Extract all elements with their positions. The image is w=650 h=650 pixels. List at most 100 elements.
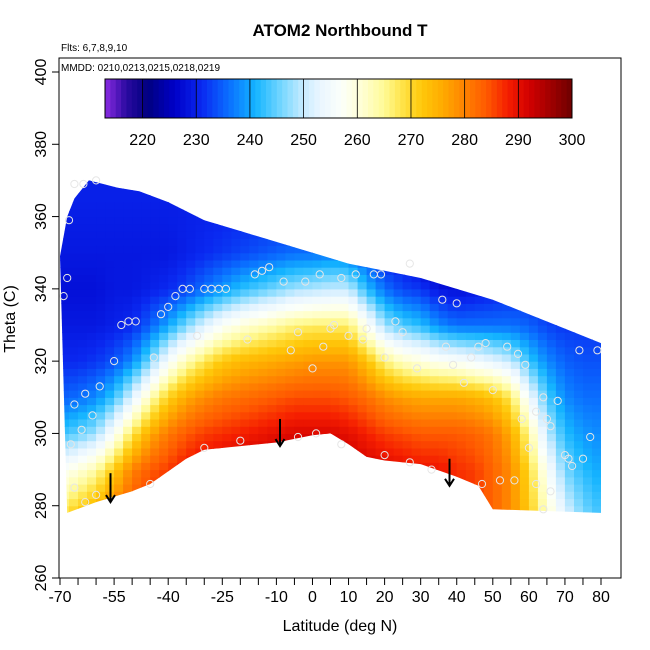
heatmap-cell <box>474 498 485 507</box>
heatmap-cell <box>267 353 277 362</box>
heatmap-cell <box>105 397 115 406</box>
heatmap-cell <box>132 433 142 442</box>
heatmap-cell <box>411 325 422 333</box>
heatmap-cell <box>69 296 79 304</box>
heatmap-cell <box>465 440 476 449</box>
heatmap-cell <box>420 353 431 362</box>
heatmap-cell <box>348 288 359 297</box>
heatmap-cell <box>204 390 214 398</box>
heatmap-cell <box>411 426 422 434</box>
heatmap-cell <box>375 259 386 268</box>
heatmap-cell <box>204 310 214 319</box>
heatmap-cell <box>240 180 250 181</box>
heatmap-cell <box>96 498 106 507</box>
heatmap-cell <box>231 325 241 333</box>
heatmap-cell <box>87 361 97 369</box>
heatmap-cell <box>132 390 142 398</box>
heatmap-cell <box>285 433 295 442</box>
heatmap-cell <box>159 180 169 181</box>
heatmap-cell <box>213 455 223 463</box>
heatmap-cell <box>177 368 187 377</box>
heatmap-cell <box>177 303 187 312</box>
heatmap-cell <box>195 187 205 196</box>
colorbar-swatch <box>110 79 117 118</box>
heatmap-cell <box>96 216 106 225</box>
heatmap-cell <box>222 390 232 398</box>
heatmap-cell <box>519 325 530 333</box>
heatmap-cell <box>519 433 530 442</box>
heatmap-cell <box>429 361 440 369</box>
heatmap-cell <box>303 296 313 304</box>
heatmap-cell <box>501 209 512 218</box>
heatmap-cell <box>555 462 566 471</box>
heatmap-cell <box>195 484 205 492</box>
heatmap-cell <box>366 447 377 456</box>
heatmap-cell <box>159 498 169 507</box>
heatmap-cell <box>294 180 304 181</box>
heatmap-cell <box>294 491 304 500</box>
heatmap-cell <box>159 353 169 362</box>
heatmap-cell <box>393 382 404 391</box>
heatmap-cell <box>60 382 70 391</box>
heatmap-cell <box>69 375 79 384</box>
heatmap-cell <box>213 368 223 377</box>
heatmap-cell <box>601 433 611 441</box>
heatmap-cell <box>546 404 557 413</box>
heatmap-cell <box>195 397 205 406</box>
heatmap-cell <box>168 404 178 413</box>
heatmap-cell <box>601 513 611 521</box>
heatmap-cell <box>168 317 178 326</box>
observation-point <box>265 263 274 272</box>
heatmap-cell <box>574 296 584 304</box>
heatmap-cell <box>474 317 485 326</box>
heatmap-cell <box>474 447 485 456</box>
heatmap-cell <box>222 317 232 326</box>
heatmap-cell <box>438 216 449 225</box>
heatmap-cell <box>123 484 133 492</box>
heatmap-cell <box>583 202 593 210</box>
heatmap-cell <box>123 462 133 471</box>
heatmap-cell <box>186 397 196 406</box>
heatmap-cell <box>384 317 395 326</box>
heatmap-cell <box>60 339 70 348</box>
colorbar-swatch <box>287 79 294 118</box>
heatmap-cell <box>258 187 268 196</box>
heatmap-cell <box>546 180 557 181</box>
heatmap-cell <box>267 238 277 247</box>
heatmap-cell <box>141 223 151 232</box>
heatmap-cell <box>546 346 557 355</box>
heatmap-cell <box>321 361 332 369</box>
heatmap-cell <box>375 252 386 261</box>
observation-point <box>358 335 368 344</box>
heatmap-cell <box>231 202 241 210</box>
heatmap-cell <box>402 296 413 304</box>
heatmap-cell <box>564 194 575 203</box>
heatmap-cell <box>447 303 458 312</box>
heatmap-cell <box>420 245 431 254</box>
heatmap-cell <box>519 375 530 384</box>
heatmap-cell <box>592 238 601 247</box>
heatmap-cell <box>123 440 133 449</box>
heatmap-cell <box>420 375 431 384</box>
heatmap-cell <box>465 252 476 261</box>
x-tick-label: -25 <box>211 589 234 606</box>
heatmap-cell <box>483 180 494 189</box>
heatmap-cell <box>222 252 232 261</box>
observation-point <box>171 292 180 301</box>
heatmap-cell <box>87 303 97 312</box>
heatmap-cell <box>429 491 440 500</box>
heatmap-cell <box>510 231 521 239</box>
heatmap-cell <box>186 390 196 398</box>
heatmap-cell <box>285 505 295 513</box>
heatmap-cell <box>240 426 250 434</box>
heatmap-cell <box>141 375 151 384</box>
heatmap-cell <box>393 462 404 471</box>
heatmap-cell <box>267 491 277 500</box>
heatmap-cell <box>213 353 223 362</box>
heatmap-cell <box>294 245 304 254</box>
heatmap-cell <box>348 440 359 449</box>
heatmap-cell <box>438 491 449 500</box>
heatmap-cell <box>258 491 268 500</box>
heatmap-cell <box>474 361 485 369</box>
heatmap-cell <box>96 310 106 319</box>
